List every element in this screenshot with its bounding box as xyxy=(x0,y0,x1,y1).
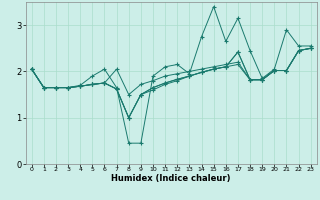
X-axis label: Humidex (Indice chaleur): Humidex (Indice chaleur) xyxy=(111,174,231,183)
